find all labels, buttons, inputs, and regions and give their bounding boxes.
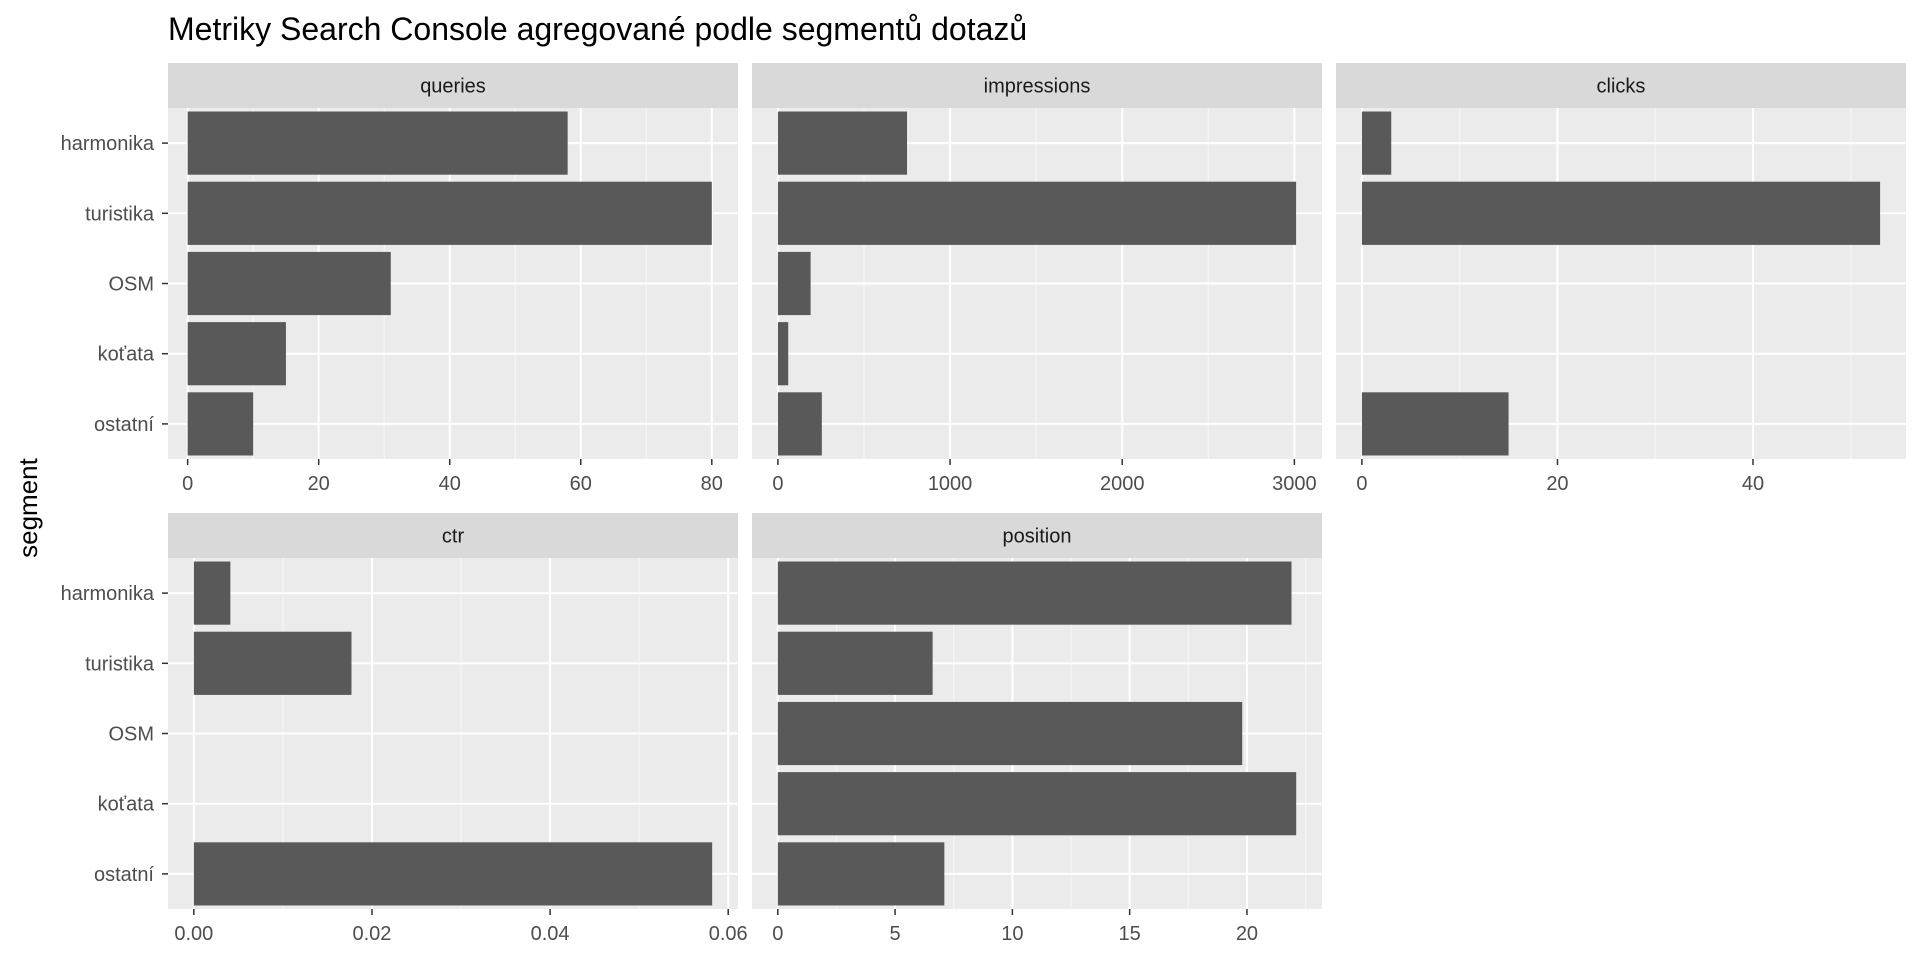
x-tick-label: 60 bbox=[570, 473, 592, 495]
y-tick-label: ostatní bbox=[94, 414, 154, 436]
x-tick-label: 0 bbox=[772, 923, 783, 945]
x-tick-label: 1000 bbox=[928, 473, 973, 495]
x-tick-label: 80 bbox=[701, 473, 723, 495]
x-tick-label: 0.00 bbox=[174, 923, 213, 945]
bar-position-OSM bbox=[777, 701, 1243, 766]
bar-impressions-ostatní bbox=[777, 392, 822, 456]
facet-panel-position: position 0 5 10 15 20 bbox=[752, 513, 1322, 945]
y-tick-label: turistika bbox=[85, 653, 155, 675]
x-tick-label: 5 bbox=[890, 923, 901, 945]
x-tick-label: 0.02 bbox=[352, 923, 391, 945]
bar-queries-ostatní bbox=[187, 392, 254, 456]
y-tick-label: koťata bbox=[98, 344, 155, 366]
facet-panel-queries: queries 0 20 40 60 80 harmonika turistika OSM koť… bbox=[61, 63, 738, 495]
facet-strip bbox=[168, 63, 738, 108]
x-tick-label: 40 bbox=[1742, 473, 1764, 495]
facet-strip-label: position bbox=[1003, 526, 1072, 548]
y-tick-label: ostatní bbox=[94, 864, 154, 886]
x-tick-label: 15 bbox=[1119, 923, 1141, 945]
facet-strip-label: queries bbox=[420, 76, 486, 98]
bar-queries-koťata bbox=[187, 322, 286, 386]
facet-strip-label: ctr bbox=[442, 526, 465, 548]
bar-position-koťata bbox=[777, 772, 1297, 836]
bar-impressions-koťata bbox=[777, 322, 789, 386]
facet-strip bbox=[168, 513, 738, 558]
bar-ctr-turistika bbox=[193, 631, 352, 695]
bar-impressions-turistika bbox=[777, 181, 1297, 245]
x-tick-label: 0.06 bbox=[709, 923, 748, 945]
x-tick-label: 20 bbox=[1546, 473, 1568, 495]
facet-strip bbox=[752, 513, 1322, 558]
facet-strip-label: impressions bbox=[984, 76, 1091, 98]
facet-panel-clicks: clicks 0 20 40 bbox=[1336, 63, 1906, 495]
facet-strip bbox=[752, 63, 1322, 108]
bar-position-harmonika bbox=[777, 561, 1292, 625]
bar-ctr-harmonika bbox=[193, 561, 231, 625]
y-tick-label: OSM bbox=[108, 724, 154, 746]
bar-queries-harmonika bbox=[187, 111, 568, 175]
bar-position-ostatní bbox=[777, 842, 945, 906]
facet-strip bbox=[1336, 63, 1906, 108]
x-tick-label: 2000 bbox=[1100, 473, 1145, 495]
facet-strip-label: clicks bbox=[1597, 76, 1646, 98]
bar-ctr-ostatní bbox=[193, 842, 713, 906]
x-tick-label: 0 bbox=[772, 473, 783, 495]
y-axis-title: segment bbox=[13, 457, 43, 557]
bar-clicks-ostatní bbox=[1361, 392, 1509, 456]
x-tick-label: 40 bbox=[439, 473, 461, 495]
x-tick-label: 0.04 bbox=[531, 923, 570, 945]
facet-panel-ctr: ctr 0.00 0.02 0.04 0.06 harmonika turistika OSM… bbox=[61, 513, 748, 945]
bar-queries-turistika bbox=[187, 181, 712, 245]
y-tick-label: OSM bbox=[108, 274, 154, 296]
y-tick-label: harmonika bbox=[61, 133, 155, 155]
x-tick-label: 20 bbox=[1236, 923, 1258, 945]
bar-impressions-harmonika bbox=[777, 111, 908, 175]
y-tick-label: koťata bbox=[98, 794, 155, 816]
y-tick-label: harmonika bbox=[61, 583, 155, 605]
x-tick-label: 0 bbox=[1356, 473, 1367, 495]
bar-position-turistika bbox=[777, 631, 933, 695]
bar-impressions-OSM bbox=[777, 251, 811, 316]
bar-clicks-turistika bbox=[1361, 181, 1881, 245]
x-tick-label: 3000 bbox=[1272, 473, 1317, 495]
y-tick-label: turistika bbox=[85, 203, 155, 225]
x-tick-label: 0 bbox=[182, 473, 193, 495]
x-tick-label: 10 bbox=[1001, 923, 1023, 945]
facet-panels: queries 0 20 40 60 80 harmonika turistika OSM koť… bbox=[61, 63, 1906, 945]
bar-clicks-harmonika bbox=[1361, 111, 1392, 175]
facet-panel-impressions: impressions 0 1000 2000 3000 bbox=[752, 63, 1322, 495]
chart-title: Metriky Search Console agregované podle … bbox=[168, 11, 1027, 47]
x-tick-label: 20 bbox=[308, 473, 330, 495]
bar-queries-OSM bbox=[187, 251, 391, 316]
